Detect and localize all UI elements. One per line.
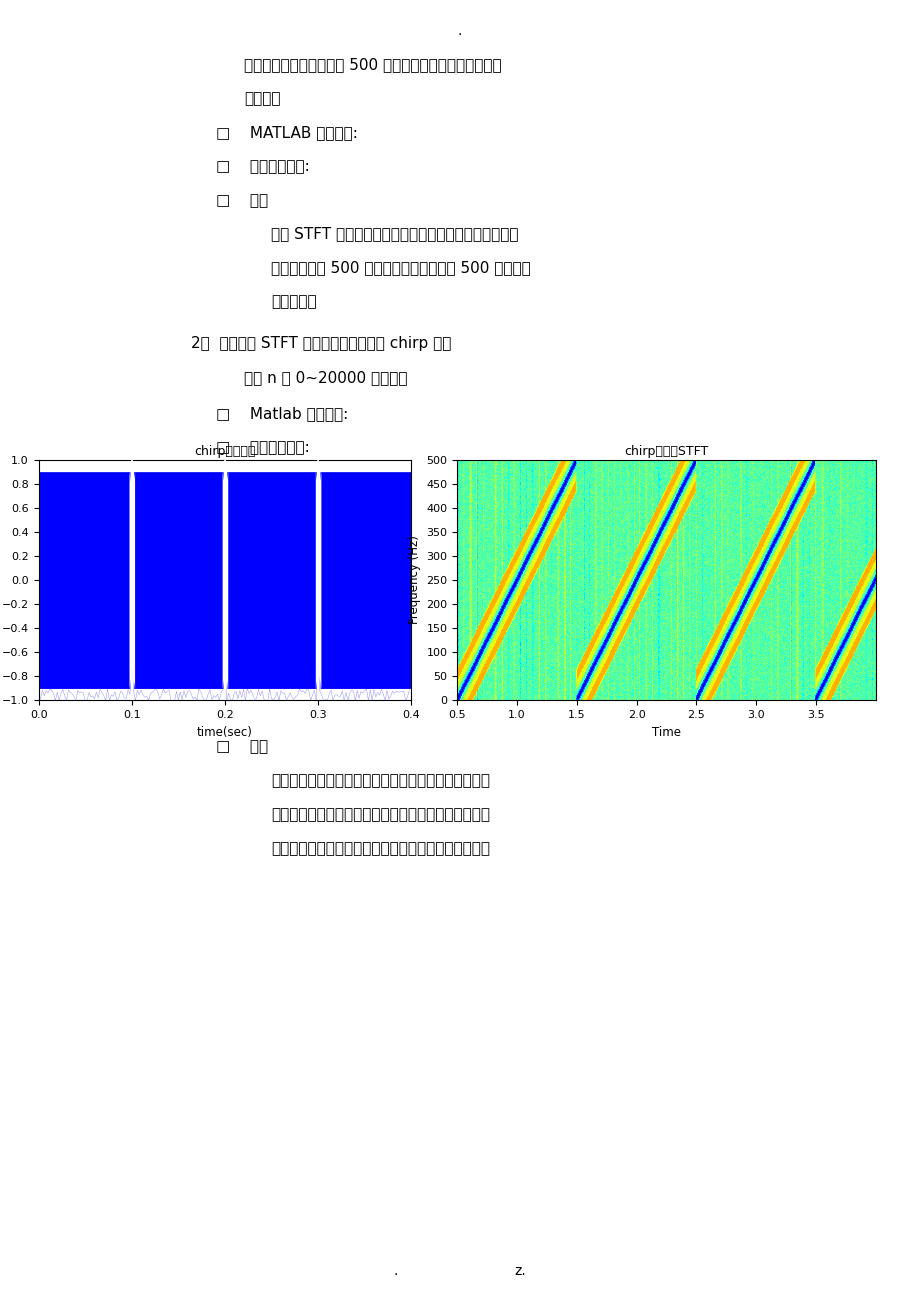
Y-axis label: Frequency (Hz): Frequency (Hz) [407, 535, 420, 625]
Text: 化而变化，前 500 点慢序列频率较低，后 500 点快序列: 化而变化，前 500 点慢序列频率较低，后 500 点快序列 [271, 260, 530, 276]
Text: 以看出信号的频率分布，但是丢失了时域信息，无法看: 以看出信号的频率分布，但是丢失了时域信息，无法看 [271, 841, 490, 857]
Text: □    分析: □ 分析 [216, 193, 268, 208]
Text: 点是快变化正弦序列，在 500 点处有断点，画出其短时僅立: 点是快变化正弦序列，在 500 点处有断点，画出其短时僅立 [244, 57, 501, 73]
Text: 通过 STFT 分析，可以清晰地看出此序列频率随时间的变: 通过 STFT 分析，可以清晰地看出此序列频率随时间的变 [271, 227, 518, 242]
X-axis label: time(sec): time(sec) [197, 725, 253, 738]
Title: chirp信号波形: chirp信号波形 [194, 445, 255, 458]
Text: z.: z. [514, 1264, 525, 1277]
Text: □    运行结果如下:: □ 运行结果如下: [216, 159, 310, 174]
Text: .: . [458, 25, 461, 38]
Text: □    运行结果如下:: □ 运行结果如下: [216, 440, 310, 456]
Text: .: . [393, 1264, 397, 1277]
Text: 2）  例五使用 STFT 分析一个非平稳信号 chirp 信号: 2） 例五使用 STFT 分析一个非平稳信号 chirp 信号 [191, 336, 451, 352]
Text: 其中 n 为 0~20000 的序列。: 其中 n 为 0~20000 的序列。 [244, 370, 407, 385]
Title: chirp信号的STFT: chirp信号的STFT [624, 445, 708, 458]
Text: □    MATLAB 程序如下:: □ MATLAB 程序如下: [216, 125, 357, 141]
Text: 声音信号本是一维的时域信号，直观上很难看出频率变: 声音信号本是一维的时域信号，直观上很难看出频率变 [271, 773, 490, 789]
Text: 化规律。如果通过傅里叶变换把它变到频域上，虽然可: 化规律。如果通过傅里叶变换把它变到频域上，虽然可 [271, 807, 490, 823]
X-axis label: Time: Time [652, 725, 680, 738]
Text: 叶变换。: 叶变换。 [244, 91, 280, 107]
Text: 频率较高。: 频率较高。 [271, 294, 317, 310]
Text: □    Matlab 程序如下:: □ Matlab 程序如下: [216, 406, 348, 422]
Text: □    分析: □ 分析 [216, 740, 268, 755]
